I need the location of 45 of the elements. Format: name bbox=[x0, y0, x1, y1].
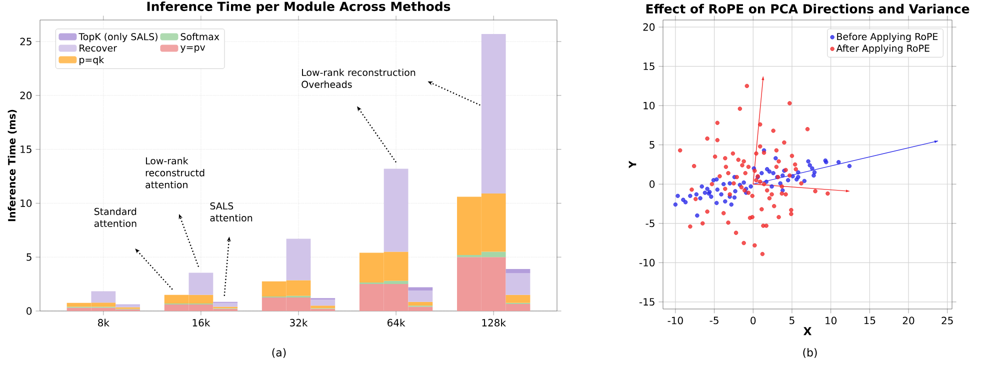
x-tick-label: 64k bbox=[388, 318, 406, 326]
annotation: Low-rank reconstruction Overheads bbox=[302, 68, 416, 88]
y-tick-label: 25 bbox=[20, 38, 32, 46]
annotation: Standard attention bbox=[94, 208, 136, 228]
y-tick-label: 10 bbox=[644, 102, 655, 110]
y-tick-label: 0 bbox=[26, 307, 32, 315]
y-tick-label: 15 bbox=[644, 62, 654, 70]
y-axis-title: Y bbox=[628, 160, 636, 168]
x-tick-label: 16k bbox=[192, 318, 210, 326]
y-tick-label: 20 bbox=[20, 92, 32, 100]
legend-label: Softmax bbox=[180, 32, 220, 40]
legend-label: TopK (only SALS) bbox=[78, 32, 158, 42]
x-tick-label: 10 bbox=[826, 316, 837, 324]
text: (b) bbox=[803, 348, 817, 358]
chart-title: Inference Time per Module Across Methods bbox=[147, 1, 450, 14]
legend-label: p=qk bbox=[80, 56, 104, 66]
y-tick-label: -15 bbox=[639, 298, 654, 306]
y-tick-label: -10 bbox=[639, 258, 655, 266]
x-tick-label: 20 bbox=[902, 316, 914, 324]
y-axis-title: Inference Time (ms) bbox=[8, 110, 17, 222]
y-tick-label: 20 bbox=[643, 23, 655, 31]
annotation: SALS attention bbox=[210, 202, 252, 222]
text: (a) bbox=[272, 348, 286, 358]
x-tick-label: -5 bbox=[710, 316, 718, 324]
x-tick-label: 5 bbox=[790, 316, 794, 324]
y-tick-label: -5 bbox=[646, 220, 654, 228]
x-tick-label: -10 bbox=[668, 316, 683, 324]
chart-title: Effect of RoPE on PCA Directions and Variance bbox=[646, 4, 970, 14]
x-tick-label: 15 bbox=[864, 316, 876, 324]
x-tick-label: 8k bbox=[98, 318, 110, 326]
y-tick-label: 5 bbox=[26, 253, 32, 261]
y-tick-label: 5 bbox=[650, 141, 654, 149]
x-tick-label: 128k bbox=[482, 318, 506, 326]
y-tick-label: 15 bbox=[20, 146, 32, 154]
y-tick-label: 10 bbox=[20, 199, 32, 207]
legend-label: After Applying RoPE bbox=[836, 44, 930, 54]
x-tick-label: 25 bbox=[942, 316, 953, 324]
legend-label: y=pv bbox=[180, 45, 206, 53]
annotation: Low-rank reconstructd attention bbox=[146, 157, 204, 188]
y-tick-label: 0 bbox=[650, 180, 655, 188]
x-tick-label: 32k bbox=[290, 318, 308, 326]
legend-label: Before Applying RoPE bbox=[837, 32, 938, 42]
x-tick-label: 0 bbox=[750, 316, 756, 324]
legend-label: Recover bbox=[80, 44, 117, 52]
x-axis-title: X bbox=[803, 327, 812, 336]
